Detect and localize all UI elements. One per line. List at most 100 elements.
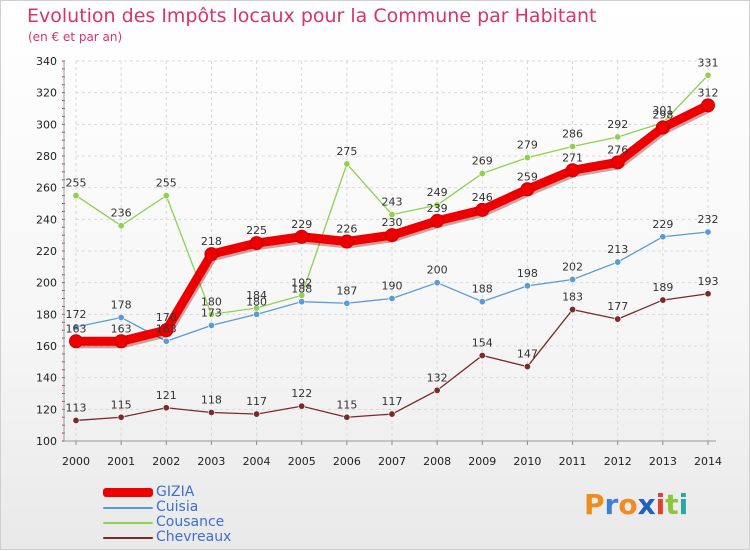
point-cuisia (388, 294, 396, 302)
x-tick-label: 2007 (378, 455, 406, 468)
data-label-gizia: 230 (382, 216, 403, 229)
data-label-gizia: 229 (291, 218, 312, 231)
data-label-chevreaux: 118 (201, 394, 222, 407)
point-gizia (565, 163, 580, 178)
data-label-cousance: 301 (652, 104, 673, 117)
point-gizia (430, 213, 445, 228)
data-label-cuisia: 188 (472, 283, 493, 296)
data-label-chevreaux: 189 (652, 281, 673, 294)
y-tick-label: 340 (36, 55, 57, 68)
logo-letter: i (678, 488, 689, 521)
y-tick-label: 300 (36, 118, 57, 131)
data-label-cuisia: 232 (698, 213, 719, 226)
point-chevreaux (117, 413, 125, 421)
data-label-cousance: 269 (472, 154, 493, 167)
data-label-cousance: 192 (291, 276, 312, 289)
legend-item-gizia: GIZIA (103, 485, 231, 500)
data-label-chevreaux: 117 (382, 395, 403, 408)
x-tick-label: 2002 (152, 455, 180, 468)
logo-letter: P (584, 488, 605, 521)
legend-label-cousance: Cousance (156, 514, 225, 530)
x-tick-label: 2011 (559, 455, 587, 468)
proxiti-logo: Proxiti (584, 488, 688, 521)
data-label-cuisia: 229 (652, 218, 673, 231)
data-label-gizia: 218 (201, 235, 222, 248)
data-label-cuisia: 200 (427, 264, 448, 277)
point-chevreaux (207, 408, 215, 416)
data-label-cousance: 279 (517, 139, 538, 152)
data-label-cuisia: 187 (336, 284, 357, 297)
point-cuisia (162, 337, 170, 345)
y-tick-label: 120 (36, 403, 57, 416)
data-label-gizia: 298 (652, 109, 673, 122)
data-label-chevreaux: 113 (66, 401, 87, 414)
point-chevreaux (523, 363, 531, 371)
data-label-gizia: 170 (156, 311, 177, 324)
point-cuisia (207, 321, 215, 329)
point-chevreaux (614, 315, 622, 323)
x-tick-label: 2010 (513, 455, 541, 468)
axes: 100 120 140 160 180 200 220 240 260 280 300 320 340 2… (36, 55, 722, 468)
data-label-cousance: 180 (201, 295, 222, 308)
legend-swatch-cuisia (103, 506, 153, 509)
data-label-cuisia: 213 (607, 243, 628, 256)
point-chevreaux (659, 296, 667, 304)
point-gizia (339, 234, 354, 249)
point-cuisia (72, 323, 80, 331)
point-cuisia (433, 279, 441, 287)
data-label-gizia: 239 (427, 202, 448, 215)
point-gizia (385, 228, 399, 243)
x-tick-label: 2005 (288, 455, 316, 468)
x-tick-label: 2013 (649, 455, 677, 468)
data-label-chevreaux: 183 (562, 291, 583, 304)
y-tick-label: 220 (36, 245, 57, 258)
x-tick-label: 2014 (694, 455, 722, 468)
data-label-gizia: 163 (111, 322, 132, 335)
data-label-cousance: 255 (156, 177, 177, 190)
point-gizia (114, 334, 129, 349)
point-chevreaux (72, 416, 80, 424)
series-lines (69, 71, 715, 424)
y-tick-label: 320 (36, 87, 57, 100)
data-label-gizia: 271 (562, 151, 583, 164)
y-tick-label: 140 (36, 372, 57, 385)
point-chevreaux (478, 351, 486, 359)
data-label-cuisia: 163 (156, 322, 177, 335)
data-label-chevreaux: 177 (607, 300, 628, 313)
point-cuisia (523, 282, 531, 290)
logo-letter: r (604, 488, 619, 521)
data-label-cousance: 255 (66, 177, 87, 190)
x-tick-label: 2001 (107, 455, 135, 468)
data-label-cuisia: 198 (517, 267, 538, 280)
point-gizia (475, 202, 490, 217)
logo-letter: o (618, 488, 638, 521)
x-tick-label: 2009 (468, 455, 496, 468)
point-cousance (298, 291, 306, 299)
data-label-cuisia: 178 (111, 299, 132, 312)
data-label-chevreaux: 193 (698, 275, 719, 288)
data-label-gizia: 226 (336, 223, 357, 236)
x-tick-label: 2004 (243, 455, 271, 468)
point-cousance (253, 304, 261, 312)
data-label-cuisia: 190 (382, 280, 403, 293)
y-tick-label: 260 (36, 182, 57, 195)
point-gizia (701, 98, 715, 113)
point-cousance (704, 71, 712, 79)
x-tick-label: 2008 (423, 455, 451, 468)
legend-swatch-cousance (103, 521, 153, 524)
legend-label-chevreaux: Chevreaux (156, 529, 232, 545)
point-cuisia (343, 299, 351, 307)
point-cuisia (117, 313, 125, 321)
point-cousance (343, 160, 351, 168)
data-label-cousance: 286 (562, 128, 583, 141)
point-cuisia (659, 233, 667, 241)
point-cousance (569, 143, 577, 151)
point-gizia (294, 229, 309, 244)
data-label-gizia: 259 (517, 170, 538, 183)
legend-label-cuisia: Cuisia (156, 499, 199, 515)
y-tick-label: 240 (36, 213, 57, 226)
data-label-chevreaux: 147 (517, 348, 538, 361)
data-label-cousance: 249 (427, 186, 448, 199)
point-chevreaux (704, 290, 712, 298)
